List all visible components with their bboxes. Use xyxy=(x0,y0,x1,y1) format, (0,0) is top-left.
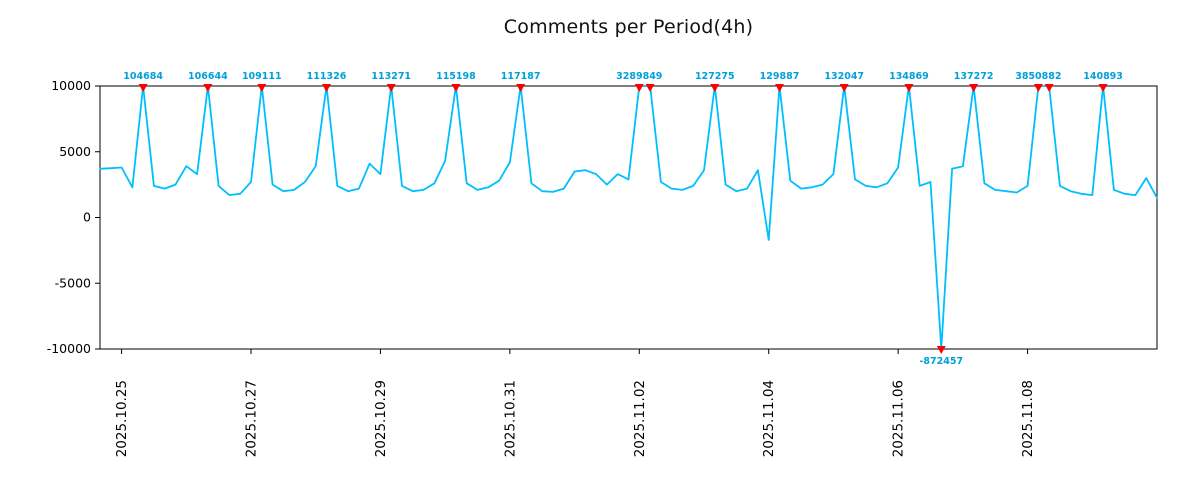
peak-marker xyxy=(257,84,267,92)
peak-value-label: 127275 xyxy=(695,71,735,82)
x-tick-label: 2025.10.31 xyxy=(502,380,518,457)
chart-title: Comments per Period(4h) xyxy=(503,16,754,38)
peak-marker xyxy=(1033,84,1043,92)
peak-value-label: 113271 xyxy=(371,71,411,82)
x-tick-label: 2025.11.02 xyxy=(632,380,648,457)
peak-marker xyxy=(138,84,148,92)
peak-marker xyxy=(386,84,396,92)
peak-value-label: 134869 xyxy=(889,71,929,82)
peak-value-label: 111326 xyxy=(307,71,347,82)
x-tick-label: 2025.11.06 xyxy=(891,380,907,457)
peak-marker xyxy=(516,84,526,92)
y-tick-label: -5000 xyxy=(55,275,91,290)
peak-marker xyxy=(451,84,461,92)
peak-marker xyxy=(775,84,784,92)
peak-marker xyxy=(710,84,720,92)
plot-frame xyxy=(99,85,1158,350)
peak-value-label: 129887 xyxy=(760,71,800,82)
peak-value-label: 106644 xyxy=(188,71,228,82)
peak-marker xyxy=(1044,84,1054,92)
x-tick-label: 2025.11.04 xyxy=(761,380,777,457)
x-tick-label: 2025.10.29 xyxy=(373,380,389,457)
peak-value-label: 109111 xyxy=(242,71,282,82)
peak-value-label: 3289849 xyxy=(616,71,662,82)
x-tick-label: 2025.10.25 xyxy=(114,380,130,457)
peak-marker xyxy=(634,84,644,92)
peak-marker xyxy=(645,84,655,92)
peak-marker xyxy=(203,84,213,92)
trough-marker xyxy=(936,346,946,354)
peak-marker xyxy=(322,84,331,92)
peak-marker xyxy=(1098,84,1108,92)
x-tick-label: 2025.10.27 xyxy=(243,380,259,457)
peak-value-label: 117187 xyxy=(501,71,541,82)
x-tick-label: 2025.11.08 xyxy=(1020,380,1036,457)
peak-value-label: 3850882 xyxy=(1015,71,1061,82)
peak-value-label: 137272 xyxy=(954,71,994,82)
peak-marker xyxy=(904,84,914,92)
y-tick-label: 10000 xyxy=(51,78,91,93)
peak-marker xyxy=(839,84,849,92)
y-tick-label: 0 xyxy=(83,210,91,225)
trough-value-label: -872457 xyxy=(919,356,963,367)
peak-value-label: 115198 xyxy=(436,71,476,82)
y-tick-label: 5000 xyxy=(59,144,91,159)
peak-value-label: 104684 xyxy=(123,71,163,82)
peak-value-label: 140893 xyxy=(1083,71,1123,82)
series-line xyxy=(99,85,1158,350)
y-tick-label: -10000 xyxy=(47,341,91,356)
peak-marker xyxy=(969,84,979,92)
peak-value-label: 132047 xyxy=(824,71,864,82)
